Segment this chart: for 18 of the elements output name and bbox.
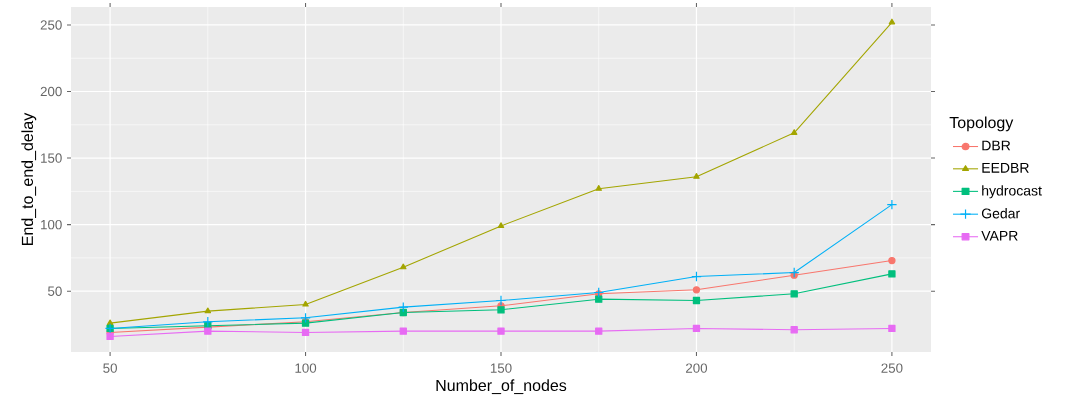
- y-tick-label: 250: [40, 20, 62, 30]
- y-axis-title: End_to_end_delay: [21, 112, 37, 245]
- y-tick-label: 150: [41, 153, 62, 163]
- y-tick-label: 200: [40, 86, 62, 97]
- x-axis-title: Number_of_nodes: [436, 379, 567, 395]
- legend-label: DBR: [982, 140, 1011, 151]
- legend-label: EEDBR: [982, 163, 1029, 173]
- y-tick-label: 100: [41, 219, 62, 230]
- x-tick-label: 100: [295, 363, 317, 373]
- legend-label: Gedar: [981, 208, 1020, 219]
- x-tick-label: 200: [686, 363, 708, 373]
- legend-title: Topology: [949, 116, 1014, 132]
- y-tick-label: 50: [48, 286, 62, 296]
- x-tick-label: 50: [103, 363, 117, 373]
- legend-label: hydrocast: [982, 185, 1042, 199]
- legend-label: VAPR: [981, 230, 1018, 241]
- x-tick-label: 150: [490, 363, 512, 373]
- x-tick-label: 250: [881, 363, 903, 373]
